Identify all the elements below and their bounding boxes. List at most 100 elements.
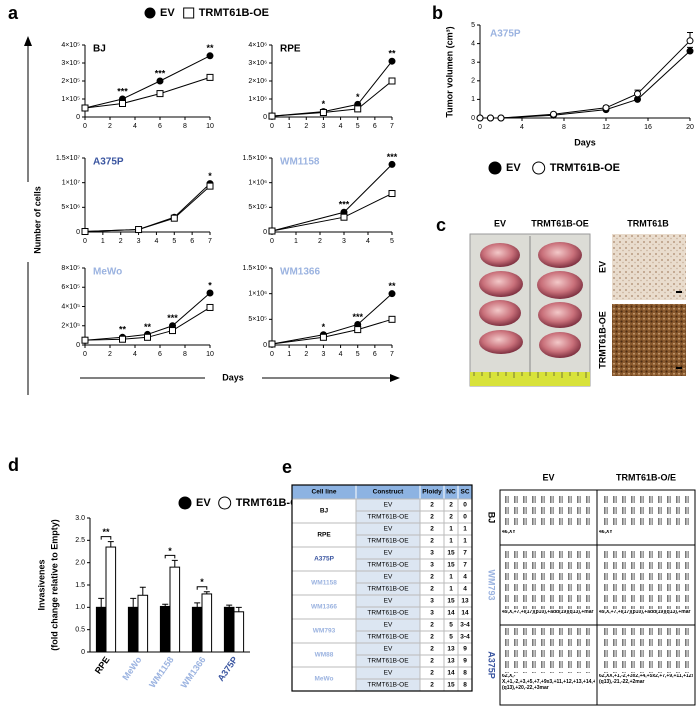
y-tick-label: 4×10⁵ — [61, 303, 80, 310]
chart-title: BJ — [93, 44, 106, 55]
table-cell-text: TRMT61B-OE — [367, 562, 409, 569]
significance: ** — [102, 527, 110, 537]
x-tick-label: 7 — [390, 123, 394, 130]
marker — [169, 327, 176, 335]
significance: * — [200, 577, 204, 587]
x-tick-label: 0 — [83, 238, 87, 245]
x-tick-label: 1 — [101, 238, 105, 245]
y-tick-label: 2.0 — [75, 560, 85, 567]
y-tick-label: 1×10⁵ — [61, 96, 80, 103]
y-tick-label: 3×10⁵ — [61, 60, 80, 67]
table-cell-text: 14 — [447, 610, 455, 617]
table-cell-text: EV — [384, 526, 393, 533]
table-cell-text: TRMT61B-OE — [367, 634, 409, 641]
legend-marker — [218, 496, 232, 510]
legend-marker — [532, 161, 546, 175]
table-cell-text: 15 — [447, 550, 455, 557]
table-cell-text: EV — [384, 550, 393, 557]
karyotype-caption: 62,XX,+1,-2,+3x2,+4,+5x2,+7,+9,+11,+12x2… — [599, 674, 693, 685]
bar — [223, 606, 235, 653]
y-tick-label: 1×10⁷ — [62, 180, 81, 187]
error-bar — [130, 597, 137, 608]
table-cell-line: RPE — [317, 532, 331, 539]
marker — [206, 182, 214, 190]
karyotype-caption-box: 62,XX,+1,-2,+3x2,+4,+5x2,+7,+9,+11,+12x2… — [599, 674, 693, 685]
marker — [81, 104, 89, 112]
legend-label: EV — [506, 162, 521, 174]
table-cell — [291, 666, 357, 692]
y-tick-label: 0 — [263, 342, 267, 349]
y-tick-label: 0 — [263, 114, 267, 121]
marker — [206, 303, 214, 311]
table-cell-text: 3-4 — [460, 634, 470, 641]
marker — [634, 90, 641, 98]
x-tick-label: 0 — [83, 123, 87, 130]
marker — [268, 227, 276, 235]
karyotype-image — [503, 493, 594, 529]
table-cell-line: WM1366 — [311, 604, 337, 611]
significance-bracket — [164, 554, 176, 559]
table-cell-text: 0 — [463, 514, 467, 521]
table-cell-text: 2 — [430, 538, 434, 545]
series-line — [84, 55, 211, 109]
table-cell-line: WM793 — [313, 628, 336, 635]
marker — [388, 57, 396, 65]
x-tick-label: MeWo — [120, 654, 144, 682]
table-cell-text: TRMT61B-OE — [367, 538, 409, 545]
bar — [201, 593, 213, 653]
marker — [268, 112, 276, 120]
table-cell-text: EV — [384, 502, 393, 509]
karyotype-caption: 46,XY — [502, 530, 516, 535]
marker — [170, 214, 178, 222]
y-tick-label: 0 — [81, 649, 85, 656]
ihc-image — [612, 304, 686, 376]
x-tick-label: 2 — [304, 351, 308, 358]
x-tick-label: 6 — [158, 351, 162, 358]
significance: *** — [352, 312, 363, 322]
table-cell-text: 3 — [430, 550, 434, 557]
table-cell-text: 1 — [463, 538, 467, 545]
table-cell-text: TRMT61B-OE — [367, 658, 409, 665]
table-cell-text: 7 — [463, 550, 467, 557]
x-tick-label: WM1158 — [147, 655, 176, 690]
table-cell-text: EV — [384, 646, 393, 653]
marker — [602, 104, 610, 112]
y-tick-label: 1×10⁶ — [248, 180, 267, 187]
table-cell-text: 14 — [461, 610, 469, 617]
x-tick-label: 10 — [206, 123, 214, 130]
arrow-head — [24, 36, 32, 46]
series-line — [271, 293, 393, 345]
y-tick-label: 1 — [471, 96, 475, 103]
table-cell-text: 2 — [430, 586, 434, 593]
chart-title: MeWo — [93, 267, 122, 278]
x-tick-label: 4 — [339, 351, 343, 358]
y-tick-label: 1.0 — [75, 604, 85, 611]
x-tick-label: 12 — [602, 124, 610, 131]
series-line — [84, 183, 211, 233]
error-bar — [171, 559, 178, 568]
series-line — [271, 80, 393, 117]
y-tick-label: 3 — [471, 59, 475, 66]
karyotype-caption-box: 49,X,+7,+i(17)(p10),+add(19)(q13),+mar — [502, 610, 593, 615]
y-tick-label: 5×10⁶ — [61, 204, 80, 211]
significance: *** — [387, 152, 398, 162]
y-tick-label: 4×10⁵ — [61, 42, 80, 49]
marker — [156, 90, 164, 98]
x-tick-label: RPE — [93, 655, 112, 676]
y-tick-label: 4 — [471, 40, 475, 47]
y-axis-label: Number of cells — [32, 186, 42, 254]
y-tick-label: 0 — [76, 114, 80, 121]
arrow-head — [390, 374, 400, 382]
x-tick-label: 0 — [270, 123, 274, 130]
table-cell-line: BJ — [320, 508, 329, 515]
table-cell-text: TRMT61B-OE — [367, 610, 409, 617]
x-tick-label: 1 — [294, 238, 298, 245]
bar — [105, 546, 117, 653]
table-cell-text: 0 — [463, 502, 467, 509]
y-tick-label: 0 — [471, 115, 475, 122]
chart-title: A375P — [93, 157, 124, 168]
y-tick-label: 0 — [76, 342, 80, 349]
marker — [319, 109, 327, 116]
table-cell-line: WM1158 — [311, 580, 337, 587]
error-bar — [139, 586, 146, 596]
